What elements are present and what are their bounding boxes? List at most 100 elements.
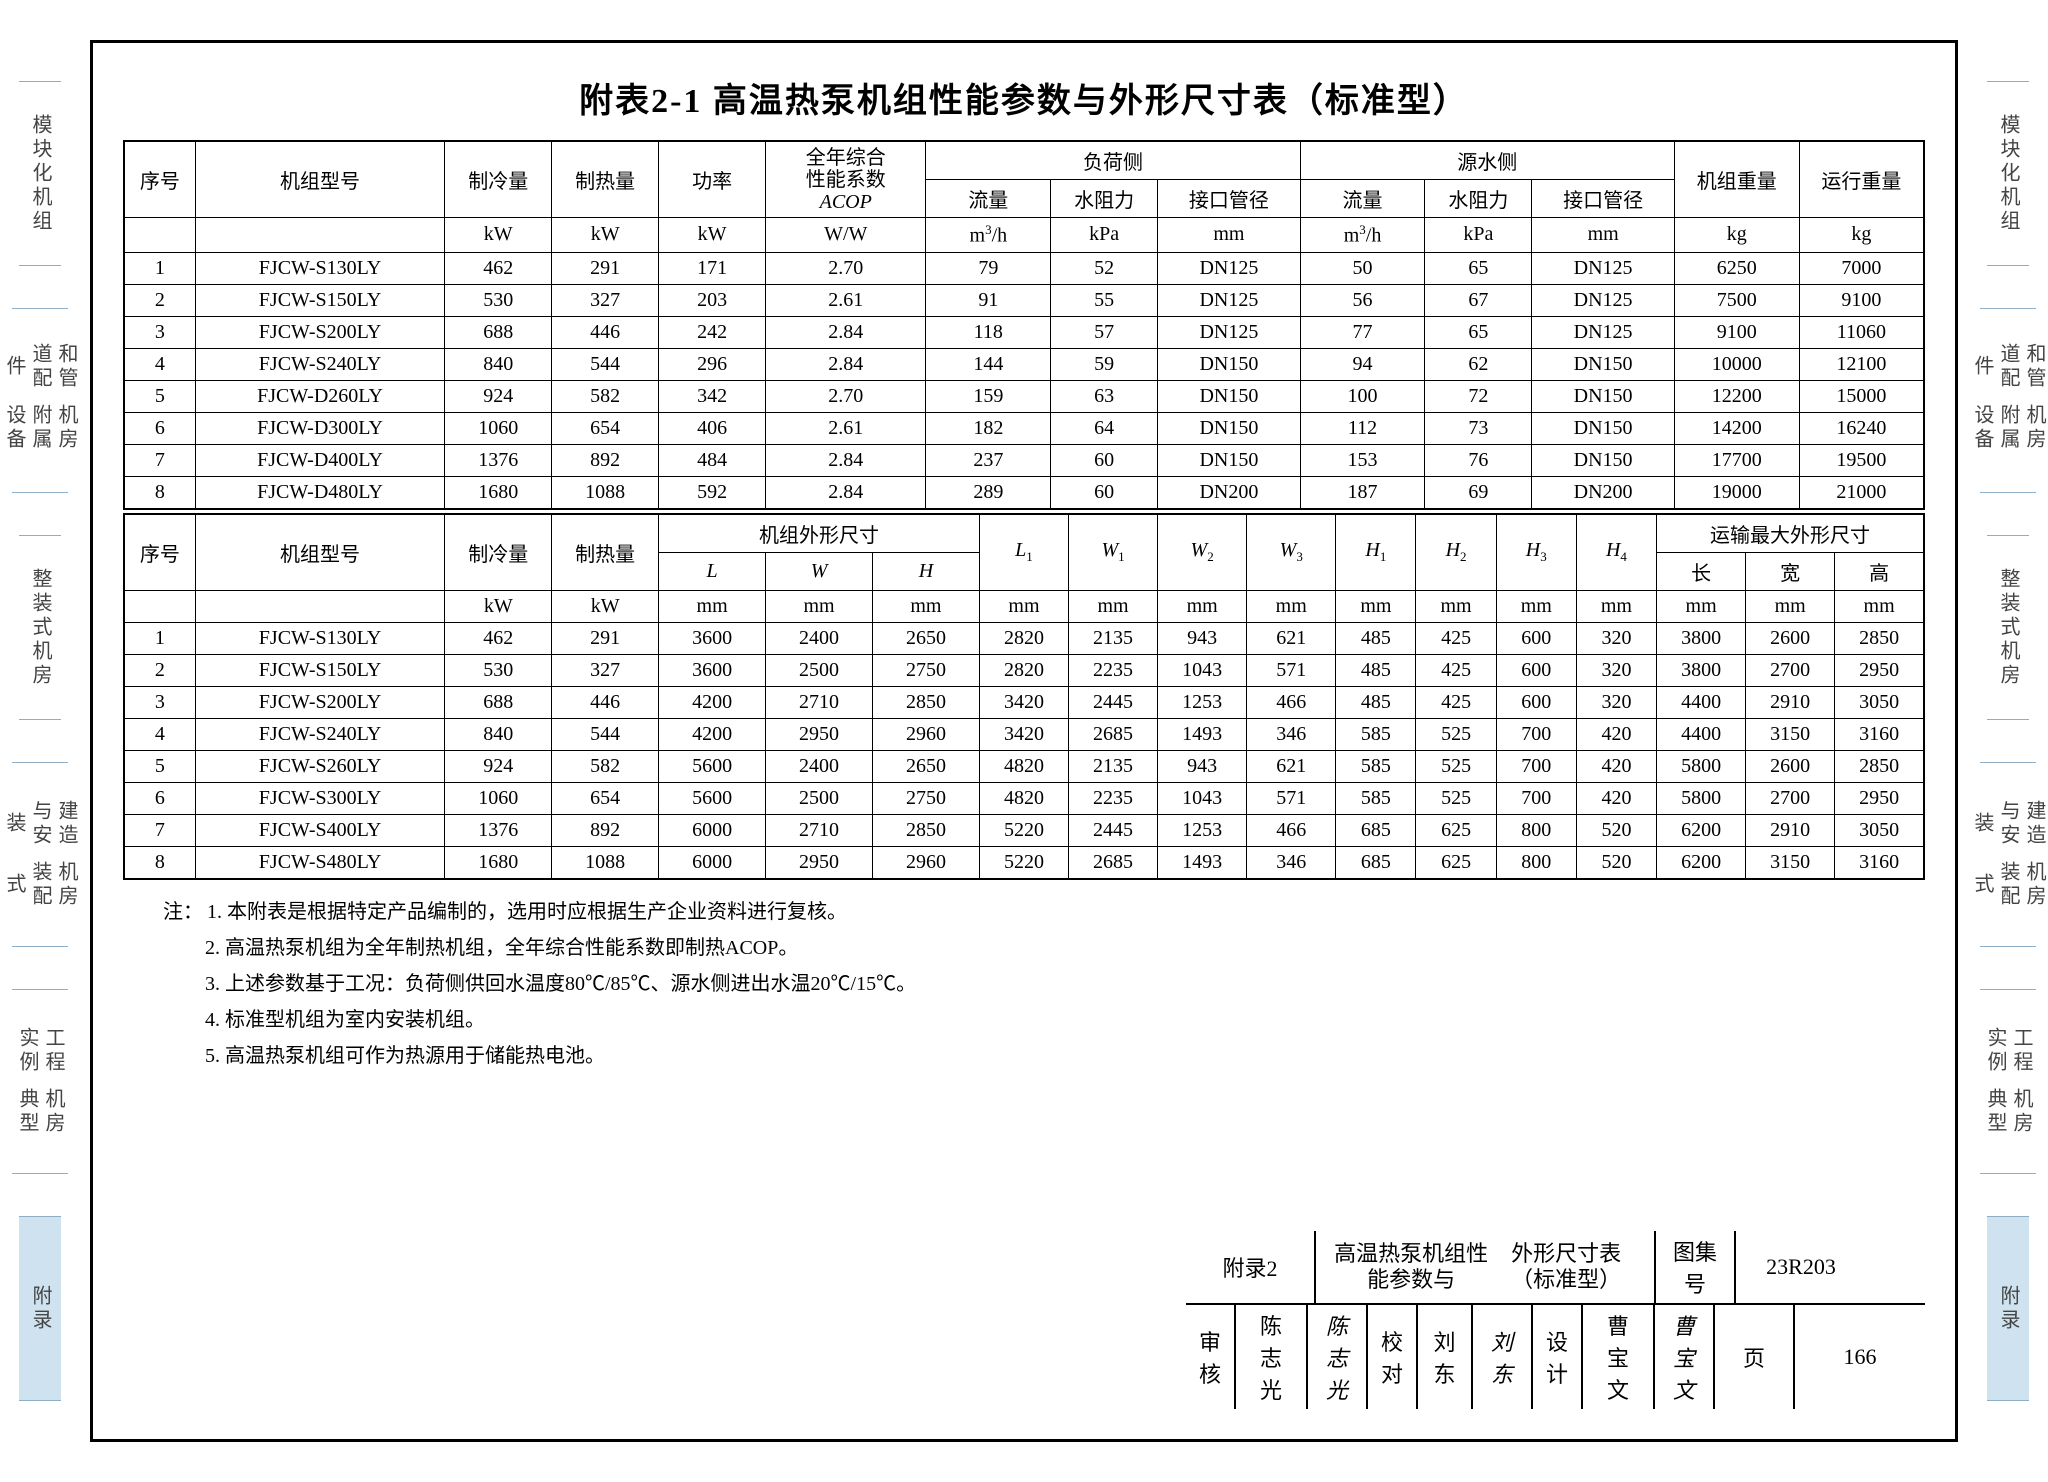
table-cell: 2700 xyxy=(1746,654,1835,686)
side-tab[interactable]: 整装式机房 xyxy=(1987,535,2029,720)
u6: kPa xyxy=(1051,218,1158,253)
side-tab[interactable]: 建造与安装机房装配式 xyxy=(1980,762,2036,947)
table-cell: 64 xyxy=(1051,412,1158,444)
table-cell: 8 xyxy=(124,846,195,879)
table-cell: 3420 xyxy=(979,686,1068,718)
table-cell: 2960 xyxy=(872,718,979,750)
th2-L1: L1 xyxy=(979,514,1068,591)
table-cell: 425 xyxy=(1416,686,1496,718)
table-cell: 485 xyxy=(1336,686,1416,718)
table-cell: 4 xyxy=(124,718,195,750)
side-tab[interactable]: 附录 xyxy=(1987,1216,2029,1401)
table-cell: 17700 xyxy=(1674,444,1799,476)
table-cell: 1043 xyxy=(1158,654,1247,686)
table-cell: 466 xyxy=(1247,814,1336,846)
table-cell: 10000 xyxy=(1674,348,1799,380)
side-tab[interactable]: 工程实例机房典型 xyxy=(1980,989,2036,1174)
table-cell: 12100 xyxy=(1799,348,1924,380)
side-tab[interactable]: 建造与安装机房装配式 xyxy=(12,762,68,947)
table-cell: 6 xyxy=(124,412,195,444)
table-cell: 420 xyxy=(1576,718,1656,750)
table-cell: 700 xyxy=(1496,750,1576,782)
th2-seq: 序号 xyxy=(124,514,195,591)
table-row: 2FJCW-S150LY5303273600250027502820223510… xyxy=(124,654,1924,686)
th-pipe1: 接口管径 xyxy=(1158,180,1301,218)
main-content: 附表2-1 高温热泵机组性能参数与外形尺寸表（标准型） 序号 机组型号 制冷量 … xyxy=(90,40,1958,1442)
table-row: 7FJCW-D400LY13768924842.8423760DN1501537… xyxy=(124,444,1924,476)
table-cell: 924 xyxy=(445,380,552,412)
table-cell: 11060 xyxy=(1799,316,1924,348)
u2-13: mm xyxy=(1576,590,1656,622)
th2-wid: 宽 xyxy=(1746,552,1835,590)
u2-8: mm xyxy=(1158,590,1247,622)
th2-cool: 制冷量 xyxy=(445,514,552,591)
side-tab[interactable]: 附录 xyxy=(19,1216,61,1401)
u2-14: mm xyxy=(1657,590,1746,622)
table-cell: 59 xyxy=(1051,348,1158,380)
table-cell: 3050 xyxy=(1835,814,1924,846)
table-cell: 2850 xyxy=(872,814,979,846)
table-cell: DN150 xyxy=(1158,348,1301,380)
side-tab[interactable]: 整装式机房 xyxy=(19,535,61,720)
side-tab[interactable]: 模块化机组 xyxy=(19,81,61,266)
table-cell: 65 xyxy=(1425,316,1532,348)
table-cell: 1088 xyxy=(552,846,659,879)
table-cell: 6200 xyxy=(1657,846,1746,879)
table-cell: 654 xyxy=(552,782,659,814)
th2-W3: W3 xyxy=(1247,514,1336,591)
table-cell: 5800 xyxy=(1657,750,1746,782)
u9: kPa xyxy=(1425,218,1532,253)
table-cell: FJCW-S150LY xyxy=(195,284,445,316)
table-cell: 525 xyxy=(1416,750,1496,782)
table-cell: 94 xyxy=(1300,348,1425,380)
table-cell: 2.84 xyxy=(766,316,926,348)
table-row: 1FJCW-S130LY4622911712.707952DN1255065DN… xyxy=(124,252,1924,284)
table-cell: 237 xyxy=(926,444,1051,476)
atlas-v: 23R203 xyxy=(1736,1231,1866,1303)
side-tab[interactable]: 和管道配件机房附属设备 xyxy=(1980,308,2036,493)
side-tab[interactable]: 模块化机组 xyxy=(1987,81,2029,266)
table-cell: 600 xyxy=(1496,654,1576,686)
table-cell: DN125 xyxy=(1158,316,1301,348)
table-cell: 582 xyxy=(552,750,659,782)
table-cell: 65 xyxy=(1425,252,1532,284)
table-cell: 446 xyxy=(552,316,659,348)
table-cell: FJCW-S200LY xyxy=(195,316,445,348)
table-cell: 3800 xyxy=(1657,654,1746,686)
table-cell: 1376 xyxy=(445,444,552,476)
notes-label: 注： xyxy=(163,901,203,923)
th-flow1: 流量 xyxy=(926,180,1051,218)
u2-12: mm xyxy=(1496,590,1576,622)
table-cell: 2650 xyxy=(872,750,979,782)
table-cell: 289 xyxy=(926,476,1051,509)
side-tab[interactable]: 工程实例机房典型 xyxy=(12,989,68,1174)
th-heat: 制热量 xyxy=(552,141,659,218)
table-cell: 7 xyxy=(124,444,195,476)
u7: mm xyxy=(1158,218,1301,253)
table-cell: 1376 xyxy=(445,814,552,846)
t2-head: 序号 机组型号 制冷量 制热量 机组外形尺寸 L1 W1 W2 W3 H1 H2… xyxy=(124,514,1924,623)
table-cell: 6000 xyxy=(659,846,766,879)
th2-W2: W2 xyxy=(1158,514,1247,591)
side-tab[interactable]: 和管道配件机房附属设备 xyxy=(12,308,68,493)
table-cell: 2600 xyxy=(1746,750,1835,782)
note-3: 3. 上述参数基于工况：负荷侧供回水温度80℃/85℃、源水侧进出水温20℃/1… xyxy=(163,966,1925,1002)
u2-9: mm xyxy=(1247,590,1336,622)
table-cell: 5220 xyxy=(979,814,1068,846)
table-cell: 2500 xyxy=(766,782,873,814)
table-cell: 5 xyxy=(124,380,195,412)
page: 模块化机组和管道配件机房附属设备整装式机房建造与安装机房装配式工程实例机房典型附… xyxy=(0,0,2048,1482)
table-cell: 2400 xyxy=(766,750,873,782)
table-cell: 530 xyxy=(445,284,552,316)
table-cell: 688 xyxy=(445,686,552,718)
table-cell: FJCW-S150LY xyxy=(195,654,445,686)
table-cell: DN125 xyxy=(1532,252,1675,284)
table-cell: FJCW-D480LY xyxy=(195,476,445,509)
table-cell: 2.61 xyxy=(766,284,926,316)
th-resist1: 水阻力 xyxy=(1051,180,1158,218)
proof-l: 校对 xyxy=(1368,1305,1418,1409)
table-cell: 203 xyxy=(659,284,766,316)
note-4: 4. 标准型机组为室内安装机组。 xyxy=(163,1002,1925,1038)
table-cell: DN150 xyxy=(1532,380,1675,412)
table-cell: 462 xyxy=(445,622,552,654)
